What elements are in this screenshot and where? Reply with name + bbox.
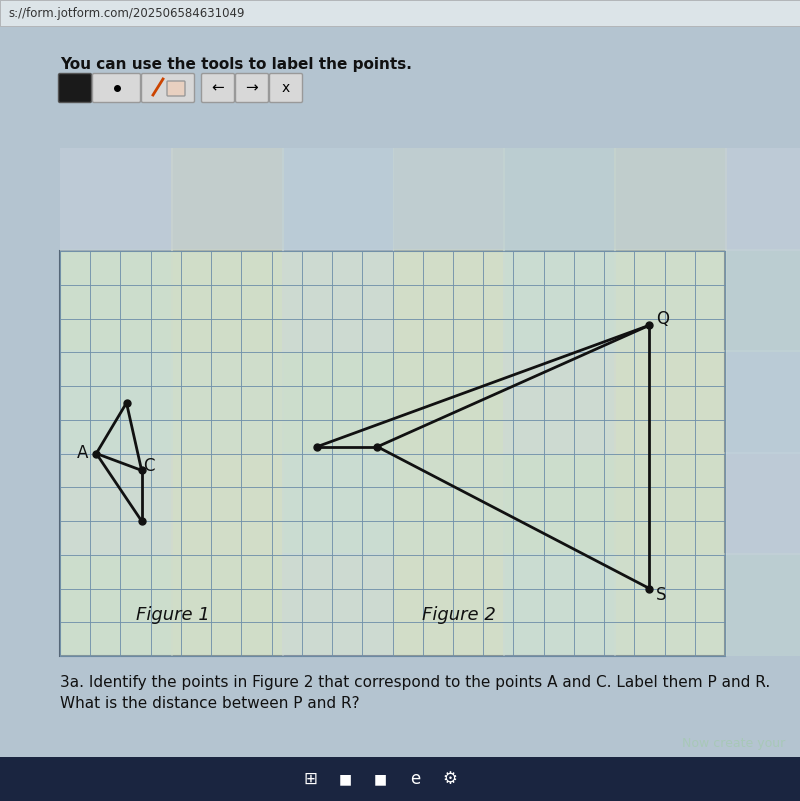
FancyBboxPatch shape [614, 147, 727, 251]
FancyBboxPatch shape [503, 147, 616, 251]
FancyBboxPatch shape [60, 147, 173, 251]
FancyBboxPatch shape [614, 350, 727, 453]
FancyBboxPatch shape [171, 350, 284, 453]
Text: S: S [656, 586, 666, 603]
FancyBboxPatch shape [282, 553, 394, 656]
Text: ■: ■ [374, 772, 386, 786]
FancyBboxPatch shape [614, 553, 727, 656]
FancyBboxPatch shape [725, 553, 800, 656]
Text: A: A [77, 445, 88, 462]
FancyBboxPatch shape [725, 249, 800, 352]
FancyBboxPatch shape [0, 757, 800, 801]
Text: Now create your: Now create your [682, 736, 785, 750]
Text: e: e [410, 770, 420, 788]
FancyBboxPatch shape [270, 74, 302, 103]
FancyBboxPatch shape [171, 249, 284, 352]
FancyBboxPatch shape [171, 147, 284, 251]
FancyBboxPatch shape [60, 452, 173, 555]
FancyBboxPatch shape [282, 452, 394, 555]
Text: 3a. Identify the points in Figure 2 that correspond to the points A and C. Label: 3a. Identify the points in Figure 2 that… [60, 675, 770, 690]
Text: ■: ■ [338, 772, 351, 786]
Text: s://form.jotform.com/202506584631049: s://form.jotform.com/202506584631049 [8, 6, 245, 19]
FancyBboxPatch shape [167, 81, 185, 96]
Text: ←: ← [212, 80, 224, 95]
FancyBboxPatch shape [725, 350, 800, 453]
FancyBboxPatch shape [725, 147, 800, 251]
Text: Figure 2: Figure 2 [422, 606, 496, 625]
Text: What is the distance between P and R?: What is the distance between P and R? [60, 695, 360, 710]
FancyBboxPatch shape [60, 350, 173, 453]
FancyBboxPatch shape [503, 452, 616, 555]
FancyBboxPatch shape [503, 553, 616, 656]
FancyBboxPatch shape [503, 249, 616, 352]
FancyBboxPatch shape [60, 249, 173, 352]
FancyBboxPatch shape [393, 147, 506, 251]
FancyBboxPatch shape [171, 553, 284, 656]
Text: C: C [143, 457, 154, 475]
FancyBboxPatch shape [614, 249, 727, 352]
FancyBboxPatch shape [58, 74, 91, 103]
FancyBboxPatch shape [725, 452, 800, 555]
Text: ⚙: ⚙ [442, 770, 458, 788]
FancyBboxPatch shape [282, 249, 394, 352]
Text: →: → [246, 80, 258, 95]
Text: x: x [282, 81, 290, 95]
FancyBboxPatch shape [393, 249, 506, 352]
FancyBboxPatch shape [282, 350, 394, 453]
FancyBboxPatch shape [393, 452, 506, 555]
Text: Figure 1: Figure 1 [136, 606, 210, 625]
FancyBboxPatch shape [171, 452, 284, 555]
FancyBboxPatch shape [142, 74, 194, 103]
FancyBboxPatch shape [93, 74, 141, 103]
FancyBboxPatch shape [503, 350, 616, 453]
FancyBboxPatch shape [235, 74, 269, 103]
FancyBboxPatch shape [0, 0, 800, 26]
Text: ⊞: ⊞ [303, 770, 317, 788]
FancyBboxPatch shape [60, 553, 173, 656]
FancyBboxPatch shape [60, 251, 725, 656]
FancyBboxPatch shape [393, 350, 506, 453]
Text: You can use the tools to label the points.: You can use the tools to label the point… [60, 57, 412, 71]
FancyBboxPatch shape [282, 147, 394, 251]
FancyBboxPatch shape [614, 452, 727, 555]
FancyBboxPatch shape [393, 553, 506, 656]
Text: Q: Q [656, 310, 669, 328]
FancyBboxPatch shape [202, 74, 234, 103]
